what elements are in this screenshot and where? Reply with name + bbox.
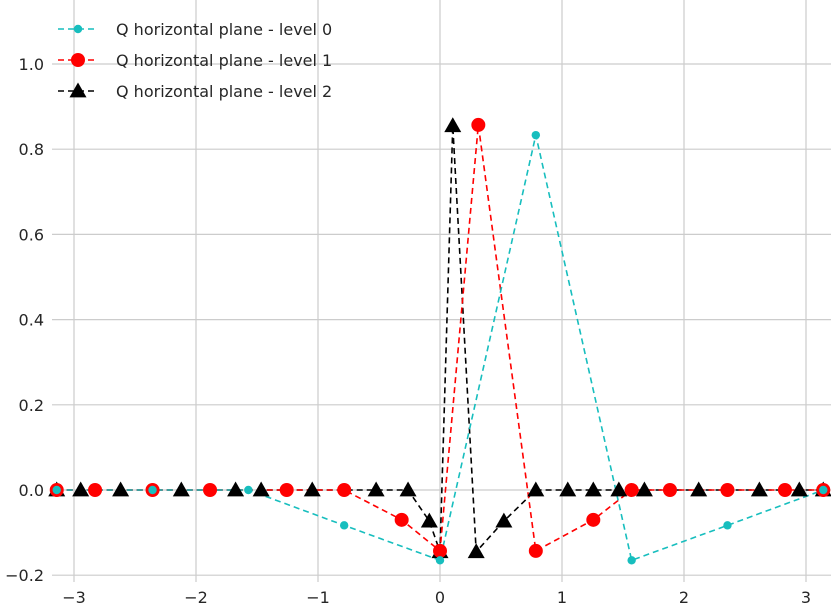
legend-marker-2 <box>69 82 87 98</box>
legend-label-0: Q horizontal plane - level 0 <box>116 20 332 39</box>
data-point-level-0 <box>819 485 828 495</box>
y-tick-label: 0.6 <box>19 225 44 244</box>
data-point-level-1 <box>720 483 735 497</box>
data-point-level-0 <box>435 556 445 565</box>
data-point-level-2 <box>559 481 577 497</box>
x-tick-label: 2 <box>679 588 689 607</box>
legend-marker-0 <box>73 24 83 34</box>
data-point-level-2 <box>367 481 385 497</box>
data-point-level-0 <box>148 485 157 495</box>
data-point-level-1 <box>203 483 218 497</box>
data-point-level-1 <box>662 483 677 497</box>
x-tick-label: 0 <box>435 588 445 607</box>
data-point-level-1 <box>337 483 352 497</box>
x-tick-label: −3 <box>62 588 86 607</box>
data-point-level-0 <box>627 556 636 565</box>
data-point-level-2 <box>790 481 808 497</box>
data-point-level-0 <box>531 130 541 140</box>
data-point-level-2 <box>635 481 653 497</box>
data-point-level-2 <box>227 481 245 497</box>
data-point-level-1 <box>528 543 543 558</box>
data-point-level-1 <box>624 483 639 497</box>
data-point-level-0 <box>52 485 61 495</box>
y-tick-label: 0.8 <box>19 140 44 159</box>
y-tick-label: 0.0 <box>19 481 44 500</box>
data-point-level-2 <box>610 481 628 497</box>
data-point-level-1 <box>88 483 103 497</box>
data-point-level-1 <box>586 512 601 527</box>
y-tick-labels: −0.2 0.0 0.2 0.4 0.6 0.8 1.0 <box>5 55 44 585</box>
x-tick-label: −1 <box>306 588 330 607</box>
data-point-level-2 <box>420 512 438 528</box>
data-point-level-0 <box>723 521 732 530</box>
data-point-level-2 <box>444 117 462 133</box>
data-point-level-2 <box>690 481 708 497</box>
y-tick-label: −0.2 <box>5 566 44 585</box>
data-point-level-1 <box>471 117 486 132</box>
data-point-level-1 <box>433 543 447 558</box>
y-tick-label: 0.2 <box>19 396 44 415</box>
data-point-level-0 <box>339 521 349 530</box>
data-point-level-1 <box>777 483 792 497</box>
data-point-level-2 <box>252 481 270 497</box>
legend-marker-1 <box>71 53 85 67</box>
data-point-level-2 <box>467 543 485 559</box>
legend-label-2: Q horizontal plane - level 2 <box>116 82 332 101</box>
legend-label-1: Q horizontal plane - level 1 <box>116 51 332 70</box>
x-tick-label: 1 <box>557 588 567 607</box>
data-point-level-1 <box>394 512 409 527</box>
data-point-level-2 <box>172 481 190 497</box>
x-tick-label: −2 <box>184 588 208 607</box>
data-point-level-1 <box>279 483 294 497</box>
data-point-level-2 <box>72 481 90 497</box>
y-tick-label: 1.0 <box>19 55 44 74</box>
data-point-level-2 <box>303 481 321 497</box>
data-point-level-2 <box>527 481 545 497</box>
data-point-level-2 <box>584 481 602 497</box>
data-point-level-2 <box>495 512 513 528</box>
legend: Q horizontal plane - level 0 Q horizontal… <box>58 20 332 101</box>
x-tick-label: 3 <box>801 588 811 607</box>
series-markers <box>48 117 831 565</box>
x-tick-labels: −3 −2 −1 0 1 2 3 <box>62 588 811 607</box>
data-point-level-2 <box>750 481 768 497</box>
data-point-level-2 <box>112 481 130 497</box>
data-point-level-2 <box>399 481 417 497</box>
data-point-level-0 <box>244 485 253 495</box>
y-tick-label: 0.4 <box>19 311 44 330</box>
